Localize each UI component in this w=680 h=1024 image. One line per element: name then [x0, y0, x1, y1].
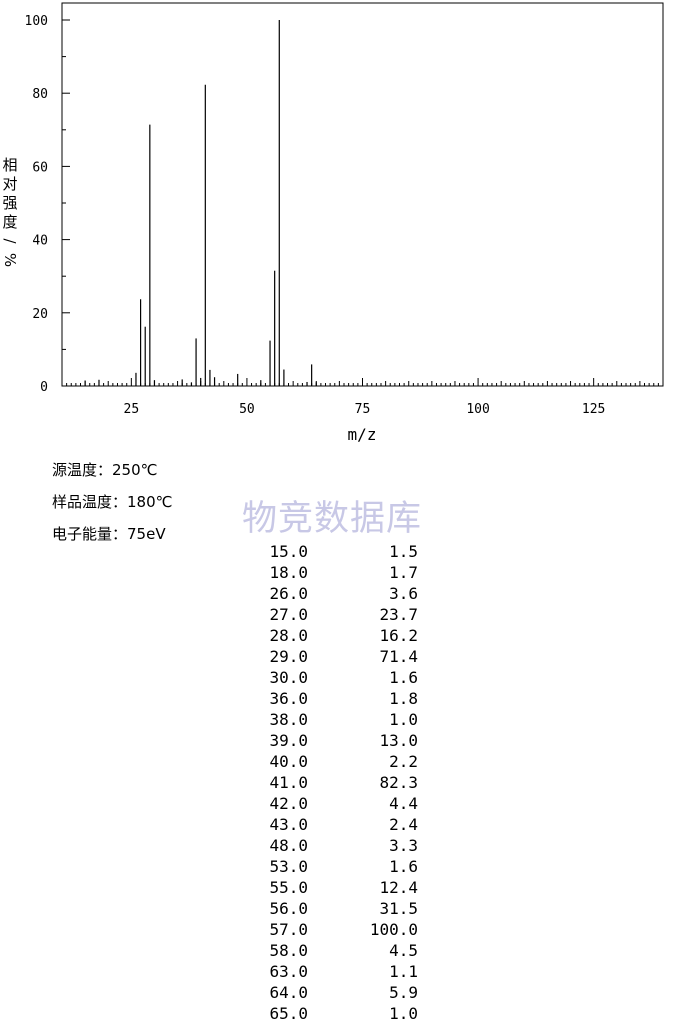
peak-row: 56.0 31.5	[240, 898, 440, 919]
x-axis-ticks: 25 50 75 100 125	[66, 378, 659, 417]
peak-abundance: 1.0	[389, 710, 418, 729]
peak-row: 29.0 71.4	[240, 646, 440, 667]
peak-abundance: 1.5	[389, 542, 418, 561]
peak-abundance: 1.8	[389, 689, 418, 708]
y-tick-label: 0	[40, 380, 48, 395]
y-tick-label: 60	[32, 160, 48, 175]
peak-row: 30.0 1.6	[240, 667, 440, 688]
peak-mz: 48.0	[269, 836, 308, 855]
peak-abundance: 1.0	[389, 1004, 418, 1023]
peak-mz: 58.0	[269, 941, 308, 960]
peak-row: 27.0 23.7	[240, 604, 440, 625]
peak-abundance: 4.4	[389, 794, 418, 813]
peak-mz: 15.0	[269, 542, 308, 561]
peak-row: 15.0 1.5	[240, 541, 440, 562]
y-axis-ticks: 0 20 40 60 80 100	[25, 14, 70, 395]
peak-row: 41.0 82.3	[240, 772, 440, 793]
peak-mz: 26.0	[269, 584, 308, 603]
peak-mz: 36.0	[269, 689, 308, 708]
x-tick-label: 100	[466, 402, 489, 417]
peak-row: 28.0 16.2	[240, 625, 440, 646]
peak-abundance: 1.7	[389, 563, 418, 582]
y-axis-label-char: %	[1, 253, 19, 267]
electron-energy: 电子能量：75eV	[52, 525, 166, 543]
peak-mz: 38.0	[269, 710, 308, 729]
peak-row: 63.0 1.1	[240, 961, 440, 982]
peak-abundance: 82.3	[379, 773, 418, 792]
peak-abundance: 3.3	[389, 836, 418, 855]
y-tick-label: 100	[25, 14, 48, 29]
peak-row: 43.0 2.4	[240, 814, 440, 835]
peak-row: 65.0 1.0	[240, 1003, 440, 1024]
x-tick-label: 75	[355, 402, 371, 417]
peak-row: 38.0 1.0	[240, 709, 440, 730]
peak-mz: 28.0	[269, 626, 308, 645]
peak-abundance: 31.5	[379, 899, 418, 918]
peak-mz: 42.0	[269, 794, 308, 813]
peak-mz: 55.0	[269, 878, 308, 897]
peak-abundance: 71.4	[379, 647, 418, 666]
y-tick-label: 40	[32, 234, 48, 249]
peak-abundance: 2.4	[389, 815, 418, 834]
peak-table: 15.0 1.5 18.0 1.7 26.0 3.6 27.0 23.7 28.0 16.2 29.…	[240, 541, 440, 1024]
peak-row: 18.0 1.7	[240, 562, 440, 583]
peak-mz: 43.0	[269, 815, 308, 834]
peak-row: 48.0 3.3	[240, 835, 440, 856]
peak-abundance: 3.6	[389, 584, 418, 603]
source-temperature: 源温度：250℃	[52, 461, 158, 479]
peak-row: 26.0 3.6	[240, 583, 440, 604]
peak-abundance: 1.6	[389, 857, 418, 876]
peak-row: 42.0 4.4	[240, 793, 440, 814]
peak-abundance: 13.0	[379, 731, 418, 750]
peak-mz: 27.0	[269, 605, 308, 624]
peak-abundance: 16.2	[379, 626, 418, 645]
peak-row: 40.0 2.2	[240, 751, 440, 772]
plot-frame	[61, 2, 664, 387]
peak-row: 55.0 12.4	[240, 877, 440, 898]
y-tick-label: 20	[32, 307, 48, 322]
peak-abundance: 1.6	[389, 668, 418, 687]
x-tick-label: 50	[239, 402, 255, 417]
peak-abundance: 2.2	[389, 752, 418, 771]
peak-abundance: 4.5	[389, 941, 418, 960]
spectrum-peaks	[84, 20, 317, 386]
peak-mz: 29.0	[269, 647, 308, 666]
peak-abundance: 23.7	[379, 605, 418, 624]
peak-mz: 41.0	[269, 773, 308, 792]
watermark: 物竞数据库	[242, 499, 423, 539]
peak-row: 53.0 1.6	[240, 856, 440, 877]
peak-abundance: 5.9	[389, 983, 418, 1002]
peak-mz: 18.0	[269, 563, 308, 582]
peak-mz: 39.0	[269, 731, 308, 750]
peak-mz: 40.0	[269, 752, 308, 771]
peak-row: 64.0 5.9	[240, 982, 440, 1003]
peak-row: 36.0 1.8	[240, 688, 440, 709]
x-axis-label: m/z	[348, 425, 377, 444]
y-axis-label-char: /	[1, 238, 19, 244]
y-axis-label-char: 相	[2, 156, 17, 174]
x-tick-label: 25	[124, 402, 140, 417]
peak-mz: 53.0	[269, 857, 308, 876]
peak-mz: 65.0	[269, 1004, 308, 1023]
peak-mz: 64.0	[269, 983, 308, 1002]
peak-abundance: 1.1	[389, 962, 418, 981]
y-axis-label-char: 强	[2, 194, 17, 212]
y-axis-label-char: 对	[2, 175, 17, 193]
y-axis-label-char: 度	[2, 213, 17, 231]
peak-mz: 63.0	[269, 962, 308, 981]
peak-abundance: 12.4	[379, 878, 418, 897]
sample-temperature: 样品温度：180℃	[52, 493, 173, 511]
peak-row: 58.0 4.5	[240, 940, 440, 961]
x-tick-label: 125	[582, 402, 605, 417]
peak-row: 57.0 100.0	[240, 919, 440, 940]
peak-mz: 56.0	[269, 899, 308, 918]
peak-abundance: 100.0	[369, 920, 418, 939]
peak-row: 39.0 13.0	[240, 730, 440, 751]
peak-mz: 30.0	[269, 668, 308, 687]
peak-mz: 57.0	[269, 920, 308, 939]
y-tick-label: 80	[32, 87, 48, 102]
